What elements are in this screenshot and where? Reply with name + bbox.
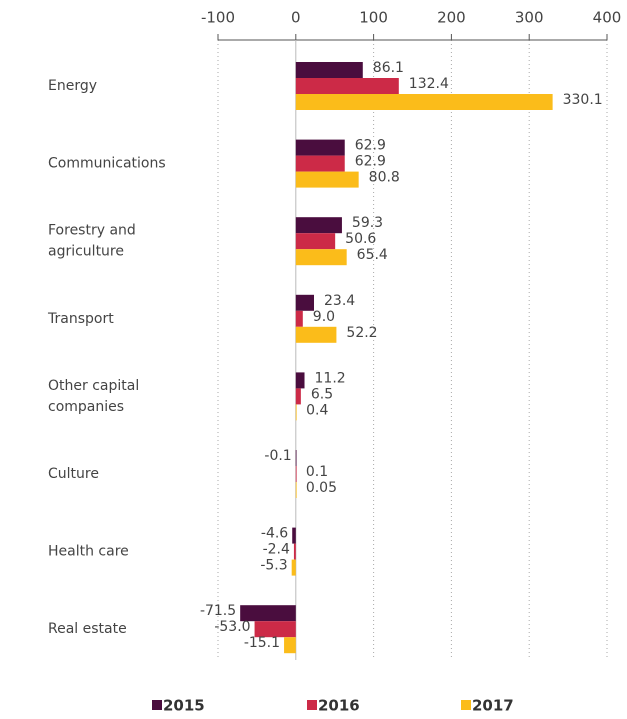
data-label: 9.0 bbox=[313, 309, 335, 325]
bar bbox=[295, 155, 345, 172]
data-label: 65.4 bbox=[357, 247, 388, 263]
data-label: 86.1 bbox=[373, 60, 404, 76]
data-label: -0.1 bbox=[264, 448, 291, 464]
category-label: Transport bbox=[47, 311, 114, 327]
data-label: -2.4 bbox=[263, 542, 290, 558]
data-label: 23.4 bbox=[324, 293, 355, 309]
bar bbox=[292, 527, 296, 544]
data-label: 80.8 bbox=[369, 170, 400, 186]
x-tick-label: 100 bbox=[359, 9, 388, 27]
bar bbox=[295, 249, 347, 266]
bar bbox=[295, 233, 336, 250]
bar bbox=[295, 217, 342, 234]
data-label: 132.4 bbox=[409, 76, 449, 92]
category-label-line: agriculture bbox=[48, 244, 124, 260]
bar bbox=[295, 139, 345, 156]
bar bbox=[295, 450, 297, 466]
bar bbox=[295, 62, 363, 78]
data-label: 11.2 bbox=[315, 370, 346, 386]
x-tick-label: 0 bbox=[291, 9, 301, 27]
data-label: -4.6 bbox=[261, 526, 288, 542]
legend-swatch bbox=[461, 700, 471, 710]
bar bbox=[295, 372, 305, 389]
data-label: -5.3 bbox=[260, 558, 287, 574]
category-label: Real estate bbox=[48, 621, 127, 637]
bar bbox=[295, 388, 301, 405]
bar bbox=[291, 559, 296, 576]
bar bbox=[254, 621, 296, 638]
bar bbox=[295, 326, 337, 343]
bar bbox=[295, 404, 297, 421]
category-label: Culture bbox=[48, 466, 99, 482]
legend-swatch bbox=[152, 700, 162, 710]
x-tick-label: 400 bbox=[593, 9, 622, 27]
legend-label: 2016 bbox=[318, 697, 360, 715]
data-label: -71.5 bbox=[200, 603, 236, 619]
data-label: 0.1 bbox=[306, 464, 328, 480]
bar bbox=[293, 543, 296, 560]
data-label: 62.9 bbox=[355, 154, 386, 170]
category-label: Health care bbox=[48, 544, 129, 560]
x-tick-label: 300 bbox=[515, 9, 544, 27]
legend-label: 2015 bbox=[163, 697, 205, 715]
data-label: 62.9 bbox=[355, 138, 386, 154]
bar bbox=[284, 637, 296, 654]
category-label-line: companies bbox=[48, 399, 124, 415]
data-label: -53.0 bbox=[214, 619, 250, 635]
data-label: 59.3 bbox=[352, 215, 383, 231]
data-label: 50.6 bbox=[345, 231, 376, 247]
category-label: Other capital companies bbox=[48, 378, 139, 415]
legend-label: 2017 bbox=[472, 697, 514, 715]
bar bbox=[295, 310, 303, 327]
data-label: -15.1 bbox=[244, 635, 280, 651]
category-label: Energy bbox=[48, 78, 97, 94]
x-tick-label: -100 bbox=[201, 9, 235, 27]
category-label-line: Forestry and bbox=[48, 223, 136, 239]
bar bbox=[295, 78, 399, 94]
data-label: 0.05 bbox=[306, 480, 337, 496]
bar bbox=[295, 294, 315, 311]
x-tick-label: 200 bbox=[437, 9, 466, 27]
category-label: Communications bbox=[48, 156, 166, 172]
category-label-line: Other capital bbox=[48, 378, 139, 394]
data-label: 52.2 bbox=[346, 325, 377, 341]
bar bbox=[295, 482, 297, 498]
data-label: 6.5 bbox=[311, 386, 333, 402]
bar bbox=[295, 466, 297, 482]
legend-swatch bbox=[307, 700, 317, 710]
bar bbox=[295, 171, 359, 188]
bar bbox=[295, 94, 553, 110]
data-label: 330.1 bbox=[563, 92, 603, 108]
bar bbox=[240, 605, 296, 622]
data-label: 0.4 bbox=[306, 402, 328, 418]
category-label: Forestry and agriculture bbox=[48, 223, 136, 260]
